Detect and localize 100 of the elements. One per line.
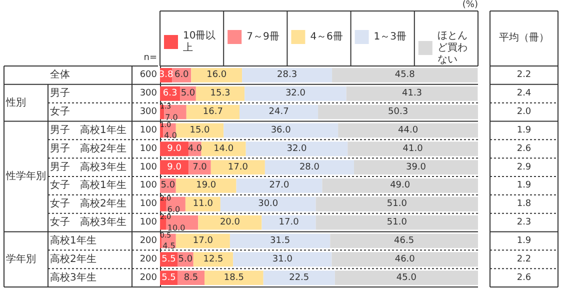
text: 平均（冊）	[499, 32, 549, 44]
bar	[263, 270, 335, 285]
bar	[246, 142, 348, 156]
data-label: 7.0	[192, 162, 208, 172]
text: 100	[140, 218, 158, 228]
bar	[338, 123, 478, 138]
text: 1.9	[516, 236, 532, 246]
bar	[262, 215, 316, 230]
bar	[176, 234, 230, 248]
bar	[201, 142, 246, 156]
data-label: 17.0	[228, 162, 248, 172]
data-label: 30.0	[258, 199, 278, 210]
data-label: 11.0	[192, 199, 214, 210]
data-label: 9.0	[167, 162, 182, 172]
data-label: 3.8	[158, 70, 174, 80]
text: 100	[140, 180, 158, 191]
text: 600	[140, 70, 158, 80]
data-label: 5.5	[162, 272, 176, 283]
data-label: 4.5	[162, 242, 176, 251]
data-label: 41.3	[402, 88, 422, 99]
bar	[346, 86, 478, 101]
bar	[348, 142, 478, 156]
bar	[236, 178, 322, 193]
y-tick-label: 全体	[50, 68, 70, 81]
text: 学年別	[6, 252, 36, 265]
text: 100	[140, 199, 158, 210]
data-label: 10.0	[167, 223, 186, 232]
data-label: 14.0	[214, 144, 234, 154]
data-label: 5.5	[162, 254, 176, 264]
text: 性学年別	[5, 170, 46, 182]
text: 2.6	[516, 272, 532, 283]
bar	[186, 104, 240, 120]
bar	[316, 196, 478, 212]
data-label: 51.0	[386, 199, 408, 210]
text: 2.6	[516, 144, 532, 154]
text: n=	[144, 53, 157, 63]
bar	[316, 215, 478, 230]
legend-label: 1～3冊	[374, 32, 407, 42]
text: 1.9	[516, 125, 532, 136]
bar	[318, 104, 478, 120]
text: 200	[140, 272, 158, 283]
y-tick-label: 高校2年生	[50, 252, 96, 265]
bar	[332, 68, 478, 82]
bar	[210, 160, 265, 174]
data-label: 17.0	[278, 218, 300, 228]
bar	[244, 86, 346, 101]
legend-label: 7～9冊	[246, 32, 280, 42]
y-tick-label: 高校1年生	[50, 234, 96, 246]
data-label: 39.0	[406, 162, 426, 172]
bar	[176, 178, 236, 193]
data-label: 4.0	[164, 131, 177, 140]
data-label: 17.0	[192, 236, 214, 246]
data-label: 5.0	[178, 254, 193, 264]
y-tick-label: 男子 高校3年生	[50, 160, 126, 173]
data-label: 28.0	[299, 162, 320, 172]
data-label: 7.0	[165, 112, 178, 122]
bar	[204, 270, 264, 285]
data-label: 20.0	[220, 218, 240, 228]
text: 2.3	[516, 218, 532, 228]
data-label: 44.0	[398, 125, 418, 136]
text: 100	[140, 125, 158, 136]
data-label: 24.7	[268, 107, 289, 118]
text: 2.0	[516, 107, 532, 118]
data-label: 19.0	[196, 180, 216, 191]
data-label: 22.5	[289, 272, 310, 283]
data-label: 6.3	[162, 88, 178, 99]
data-label: 16.7	[202, 107, 223, 118]
text: 100	[140, 162, 158, 172]
bar	[224, 123, 338, 138]
data-label: 6.0	[174, 70, 190, 80]
bar	[334, 270, 478, 285]
bar	[193, 252, 234, 267]
bar	[354, 160, 478, 174]
bar	[322, 178, 478, 193]
bar	[198, 215, 262, 230]
bar	[230, 234, 330, 248]
text: 2.2	[516, 70, 532, 80]
bar	[332, 252, 478, 267]
data-label: 4.0	[188, 144, 202, 154]
data-label: 31.5	[270, 236, 290, 246]
y-tick-label: 女子 高校3年生	[50, 216, 126, 228]
y-tick-label: 男子 高校2年生	[50, 142, 126, 154]
data-label: 8.5	[184, 272, 198, 283]
text: 1.9	[516, 180, 532, 191]
data-label: 49.0	[390, 180, 410, 191]
bar	[191, 68, 242, 82]
bar	[233, 252, 332, 267]
bar	[240, 104, 318, 120]
y-tick-label: 男子	[50, 88, 70, 100]
bar	[188, 160, 211, 174]
data-label: 16.0	[206, 70, 227, 80]
text: 2.4	[516, 88, 532, 99]
text: 2.9	[516, 162, 532, 172]
text: 300	[140, 107, 158, 118]
data-label: 27.0	[269, 180, 290, 191]
text: 100	[140, 144, 158, 154]
y-tick-label: 男子 高校1年生	[50, 124, 126, 136]
y-tick-label: 高校3年生	[50, 271, 96, 284]
bar	[330, 234, 478, 248]
bar	[264, 160, 354, 174]
